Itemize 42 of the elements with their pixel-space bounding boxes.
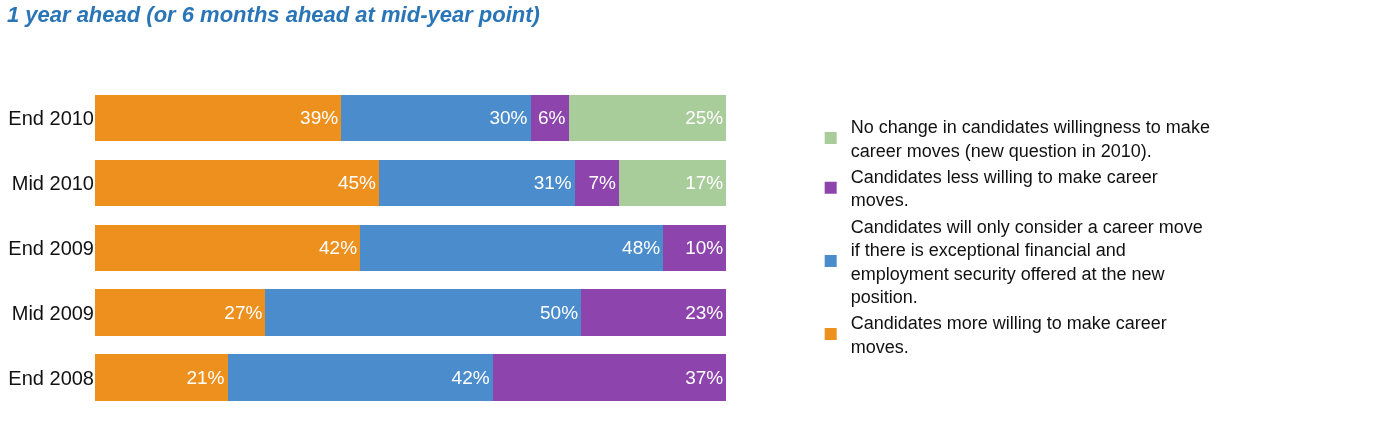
bar — [568, 94, 727, 142]
data-label: 37% — [685, 367, 724, 389]
legend-label: Candidates will only consider a career move if there is exceptional financial and employment security offered at the new position. — [850, 216, 1203, 308]
data-label: 42% — [319, 237, 358, 259]
bar — [265, 289, 582, 337]
bar — [360, 224, 664, 272]
bar — [379, 159, 575, 207]
data-label: 17% — [685, 172, 724, 194]
y-tick-label: End 2008 — [8, 366, 94, 389]
data-label: 30% — [489, 107, 528, 129]
data-label: 39% — [300, 107, 339, 129]
bar — [581, 289, 727, 337]
data-label: 21% — [186, 367, 225, 389]
legend-label: No change in candidates willingness to make career moves (new question in 2010). — [850, 117, 1210, 161]
bar — [619, 159, 727, 207]
y-tick-label: End 2009 — [8, 236, 94, 259]
data-label: 45% — [337, 172, 377, 194]
bar — [95, 94, 342, 142]
bar — [341, 94, 531, 142]
data-label: 27% — [224, 302, 263, 324]
legend-label: Candidates less willing to make career moves. — [850, 167, 1158, 211]
bar — [663, 224, 727, 272]
bar — [95, 289, 266, 337]
bar — [95, 159, 380, 207]
bar — [492, 354, 727, 402]
bar — [227, 354, 493, 402]
data-label: 23% — [685, 302, 724, 324]
data-label: 48% — [622, 237, 661, 259]
bar — [95, 354, 228, 402]
legend-label: Candidates more willing to make career moves. — [850, 313, 1167, 357]
data-label: 6% — [537, 107, 566, 129]
chart-title: 1 year ahead (or 6 months ahead at mid-year point) — [6, 2, 540, 28]
data-label: 42% — [451, 367, 490, 389]
data-label: 10% — [685, 237, 724, 259]
data-label: 31% — [533, 172, 572, 194]
data-label: 25% — [685, 107, 724, 129]
y-tick-label: End 2010 — [8, 106, 94, 129]
y-tick-label: Mid 2009 — [11, 301, 94, 324]
y-tick-label: Mid 2010 — [11, 171, 94, 194]
data-label: 50% — [540, 302, 579, 324]
bar — [95, 224, 361, 272]
data-label: 7% — [588, 172, 617, 194]
